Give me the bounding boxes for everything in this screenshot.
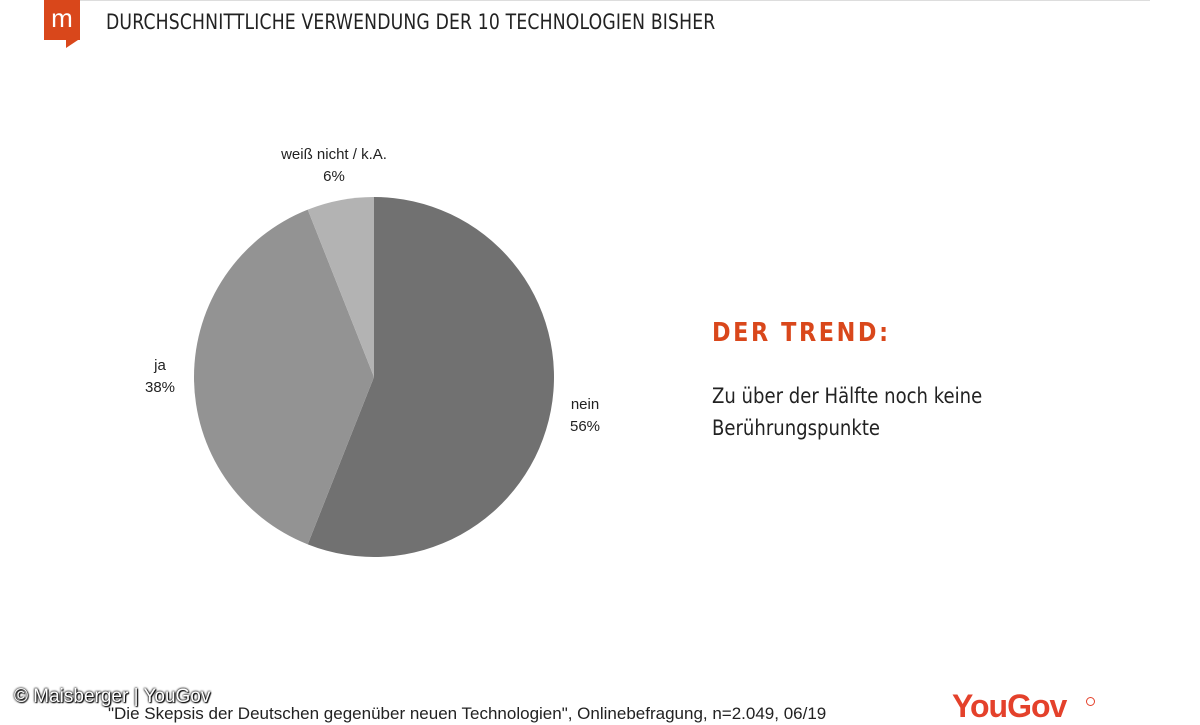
logo-badge-tail — [66, 40, 78, 48]
copyright-watermark: © Maisberger | YouGov — [14, 686, 211, 707]
trend-title: DER TREND: — [712, 318, 891, 348]
pie-label-value: 38% — [144, 379, 176, 396]
slide-title: DURCHSCHNITTLICHE VERWENDUNG DER 10 TECH… — [106, 10, 716, 34]
pie-slice-ja — [194, 209, 374, 545]
pie-label-name: weiß nicht / k.A. — [281, 146, 387, 163]
pie-label: ja 38% — [90, 355, 230, 399]
registered-mark-icon — [1086, 697, 1095, 706]
pie-label-name: ja — [154, 357, 166, 374]
pie-label: nein 56% — [515, 394, 655, 438]
pie-slice-nein — [307, 197, 555, 557]
source-note: "Die Skepsis der Deutschen gegenüber neu… — [108, 704, 827, 723]
pie-slice-weiss-nicht — [307, 197, 374, 377]
yougov-logo: YouGov — [952, 688, 1067, 724]
pie-label-name: nein — [570, 396, 600, 413]
logo-badge: m — [44, 0, 80, 40]
pie-label-value: 6% — [323, 168, 345, 185]
pie-label-value: 56% — [569, 418, 601, 435]
pie-label: weiß nicht / k.A. 6% — [264, 144, 404, 188]
top-rule — [80, 0, 1150, 1]
trend-text: Zu über der Hälfte noch keine Berührungs… — [712, 384, 983, 440]
